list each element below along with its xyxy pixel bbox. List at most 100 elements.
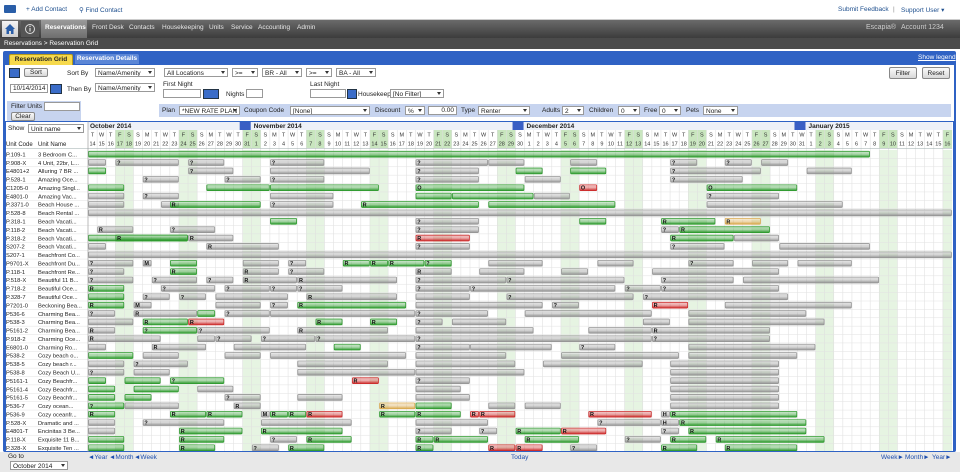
reservation-label: R (317, 320, 321, 326)
nav-link[interactable]: Month► (905, 454, 930, 461)
unit-code: P.118-X (6, 438, 26, 444)
select[interactable]: None (703, 106, 738, 115)
day-letter: S (836, 133, 840, 139)
panel-tab[interactable]: Reservation Details (75, 54, 139, 64)
reservation-bar (415, 293, 470, 301)
reservation-bar (88, 293, 125, 301)
select[interactable]: % (405, 106, 425, 115)
submit-feedback[interactable]: Submit Feedback (838, 6, 889, 13)
add-contact[interactable]: + Add Contact (26, 6, 68, 13)
date-input[interactable]: 10/14/2014 (10, 84, 48, 93)
reservation-bar (124, 377, 161, 384)
nav-link[interactable]: Year► (932, 454, 952, 461)
reservation-label: R (272, 412, 276, 418)
day-letter: S (573, 133, 577, 139)
find-contact-text[interactable]: Find Contact (85, 7, 123, 14)
nav-tab[interactable]: Admin (297, 24, 316, 31)
select[interactable]: 2 (562, 106, 584, 115)
first-night-input[interactable] (163, 89, 201, 98)
label: Show (8, 125, 25, 132)
reservation-bar (179, 444, 216, 452)
reset-button[interactable]: Reset (922, 67, 950, 79)
day-letter: S (509, 133, 513, 139)
select[interactable]: Name/Amenity (95, 83, 155, 92)
unit-code: P538-2 (6, 354, 25, 360)
day-number: 10 (335, 142, 341, 148)
weekend-header (888, 130, 898, 148)
reservation-bar (88, 318, 134, 326)
show-legend[interactable]: Show legend (918, 54, 956, 61)
reservation-label: R (172, 203, 176, 209)
day-letter: F (818, 133, 822, 139)
nav-link[interactable]: Week► (881, 454, 904, 461)
day-letter: T (109, 133, 113, 139)
select[interactable]: >= (306, 68, 332, 77)
logo[interactable] (4, 5, 16, 13)
day-number: 6 (573, 142, 576, 148)
select[interactable]: [None] (290, 106, 370, 115)
support-user[interactable]: Support User ▾ (901, 7, 945, 14)
day-letter: F (245, 133, 249, 139)
nav-tab[interactable]: Housekeeping (162, 24, 204, 31)
reservation-bar (670, 402, 779, 410)
select[interactable]: October 2014 (10, 461, 68, 470)
select[interactable]: Unit name (28, 124, 84, 133)
nav-tab[interactable]: Units (209, 24, 224, 31)
nav-tab[interactable]: Accounting (258, 24, 291, 31)
reservation-label: R (208, 244, 212, 250)
nav-tab[interactable]: Service (231, 24, 253, 31)
nights-input[interactable] (246, 89, 263, 98)
home-button[interactable] (2, 21, 18, 37)
reservation-bar (306, 436, 352, 443)
nav-tab[interactable]: Contacts (129, 24, 155, 31)
info-button[interactable] (21, 21, 39, 37)
reservation-label: ? (317, 337, 321, 343)
reservation-bar (124, 394, 152, 401)
reservation-bar (515, 167, 543, 175)
calendar-icon[interactable] (203, 89, 219, 99)
unit-code: P5161-4 (6, 387, 29, 393)
reservation-label: ? (226, 286, 230, 292)
nav-link[interactable]: ◄Week (134, 454, 157, 461)
clear-button[interactable]: Clear (11, 112, 35, 121)
reservation-label: R (372, 320, 376, 326)
nav-link[interactable]: Today (511, 454, 529, 461)
day-number: 19 (417, 142, 423, 148)
unit-name: Beautiful Oce... (38, 287, 78, 293)
weekend-header (761, 130, 771, 148)
calendar-icon[interactable] (347, 89, 357, 99)
select[interactable]: BR - All (262, 68, 302, 77)
weekend-header (633, 130, 643, 148)
select[interactable]: >= (232, 68, 258, 77)
reservation-label: ? (226, 177, 230, 183)
find-contact[interactable]: ⚲ Find Contact (79, 7, 123, 14)
select[interactable]: Name/Amenity (95, 68, 155, 77)
add-contact-text[interactable]: Add Contact (31, 6, 68, 13)
nav-tab[interactable]: Front Desk (92, 24, 124, 31)
calendar-icon[interactable] (9, 68, 20, 78)
last-night-input[interactable] (310, 89, 346, 98)
day-number: 14 (644, 142, 650, 148)
label: Type (461, 107, 476, 114)
nav-link[interactable]: ◄Year (88, 454, 108, 461)
discount-input[interactable]: 0.00 (428, 106, 457, 115)
select[interactable]: BA - All (336, 68, 376, 77)
select[interactable]: 0 (618, 106, 640, 115)
reservation-bar (270, 301, 288, 309)
select[interactable]: [No Filter] (390, 89, 444, 98)
select[interactable]: Renter (478, 106, 530, 115)
sort-button[interactable]: Sort (24, 68, 48, 77)
reservation-bar (506, 276, 625, 284)
select[interactable]: All Locations (164, 68, 228, 77)
reservation-bar (88, 150, 870, 158)
reservation-bar (488, 159, 525, 166)
filter-units-input[interactable] (44, 102, 80, 111)
select[interactable]: 0 (659, 106, 681, 115)
nav-tab[interactable]: Reservations (45, 24, 86, 31)
day-letter: S (254, 133, 258, 139)
calendar-icon[interactable] (50, 84, 62, 94)
filter-button[interactable]: Filter (889, 67, 917, 79)
nav-link[interactable]: ◄Month (109, 454, 134, 461)
select[interactable]: *NEW RATE PLAN (179, 106, 240, 115)
